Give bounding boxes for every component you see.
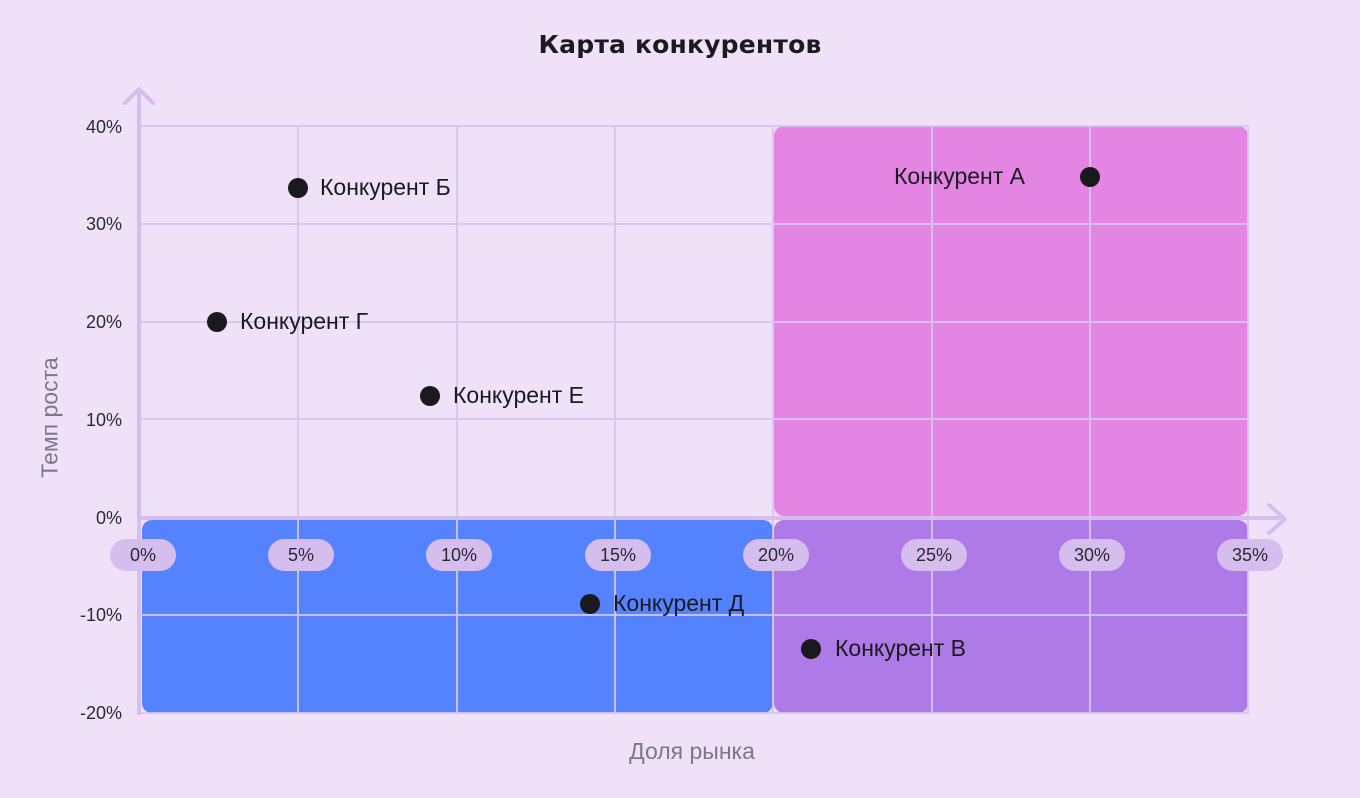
x-tick-label: 0% [110, 539, 176, 571]
data-point-label: Конкурент Б [320, 174, 451, 200]
y-tick-label: 10% [85, 410, 122, 430]
data-point [580, 594, 600, 614]
data-point-label: Конкурент А [894, 163, 1026, 189]
gridline-horizontal [140, 418, 1249, 421]
y-tick-label: 20% [85, 312, 122, 332]
y-axis-label: Темп роста [36, 357, 63, 478]
x-tick-label: 10% [426, 539, 492, 571]
x-axis-label: Доля рынка [629, 738, 755, 764]
data-point [1080, 167, 1100, 187]
data-point [420, 386, 440, 406]
data-point-label: Конкурент В [835, 635, 967, 661]
data-point [801, 639, 821, 659]
data-point [207, 312, 227, 332]
data-point-label: Конкурент Д [613, 590, 745, 616]
gridline-horizontal [140, 614, 1249, 616]
y-axis-arrow-icon [123, 87, 155, 105]
chart-title: Карта конкурентов [538, 30, 822, 59]
y-tick-label: 0% [95, 508, 122, 528]
data-point-label: Конкурент Е [453, 382, 585, 408]
y-tick-label: 40% [85, 117, 122, 137]
x-tick-label: 30% [1059, 539, 1125, 571]
y-tick-label: 30% [85, 214, 122, 234]
x-axis-line [138, 516, 1282, 520]
gridline-horizontal [140, 711, 1249, 714]
gridline-horizontal [140, 222, 1249, 225]
gridline-horizontal [140, 320, 1249, 323]
gridline-horizontal [140, 125, 1249, 127]
x-tick-label: 35% [1217, 539, 1283, 571]
x-tick-label: 15% [585, 539, 651, 571]
x-tick-label: 25% [901, 539, 967, 571]
y-tick-label: -20% [79, 703, 122, 723]
x-tick-label: 5% [268, 539, 334, 571]
data-point [288, 178, 308, 198]
x-axis-arrow-icon [1267, 503, 1287, 535]
data-point-label: Конкурент Г [240, 308, 369, 334]
y-axis-line [137, 92, 141, 715]
quadrant-bottom-right [774, 520, 1248, 713]
y-tick-label: -10% [79, 605, 122, 625]
x-tick-label: 20% [743, 539, 809, 571]
